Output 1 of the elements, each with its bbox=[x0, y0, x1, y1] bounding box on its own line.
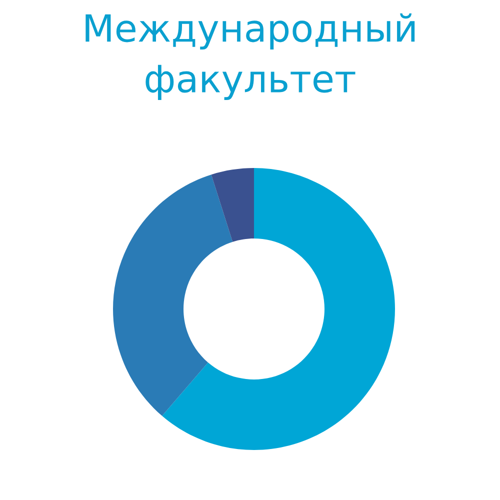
chart-title: Международный факультет bbox=[86, 13, 415, 100]
